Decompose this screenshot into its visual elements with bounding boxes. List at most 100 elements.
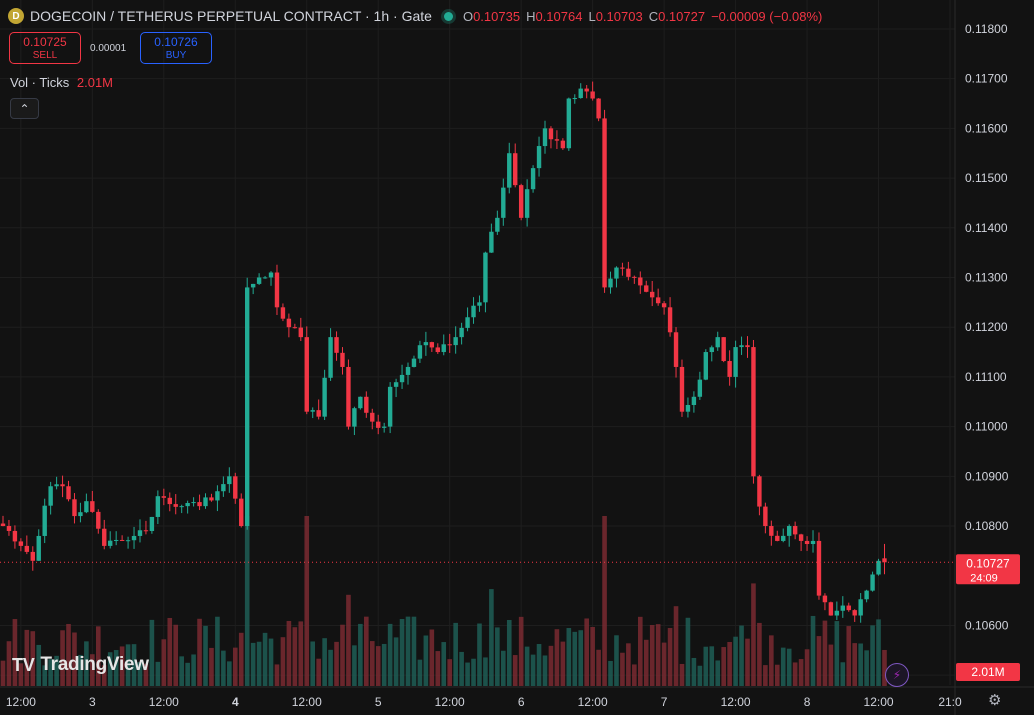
candle-body: [322, 377, 327, 417]
volume-bar: [316, 658, 321, 686]
gear-icon[interactable]: ⚙: [988, 692, 1002, 709]
candle-body: [209, 497, 214, 501]
ohlc-high: H0.10764: [526, 8, 583, 24]
symbol-title[interactable]: DOGECOIN / TETHERUS PERPETUAL CONTRACT ·…: [30, 8, 432, 24]
candle-body: [560, 140, 566, 149]
candle-body: [102, 528, 107, 546]
volume-bar: [238, 632, 244, 686]
volume-bar: [763, 665, 768, 686]
volume-bar: [524, 646, 530, 686]
candle-body: [661, 303, 667, 308]
volume-bar: [375, 646, 381, 686]
x-tick-label: 12:00: [149, 695, 179, 709]
volume-legend[interactable]: Vol · Ticks 2.01M: [10, 75, 113, 90]
volume-bar: [60, 630, 65, 686]
candle-body: [792, 526, 798, 535]
volume-bar: [739, 625, 744, 686]
candle-body: [834, 610, 840, 616]
candle-body: [346, 366, 351, 427]
candle-body: [721, 337, 726, 362]
volume-bar: [256, 641, 262, 686]
volume-bar: [95, 626, 101, 686]
volume-bar: [542, 655, 548, 686]
volume-bar: [298, 621, 304, 686]
candle-body: [12, 530, 18, 542]
x-tick-label: 5: [375, 695, 382, 709]
candle-body: [602, 118, 607, 288]
volume-bar: [769, 635, 774, 686]
candle-body: [775, 535, 780, 541]
candle-body: [507, 153, 512, 188]
ohlc-close: C0.10727: [648, 8, 706, 24]
candle-body: [697, 379, 703, 397]
buy-button[interactable]: 0.10726 BUY: [140, 32, 212, 64]
volume-bar: [310, 641, 316, 686]
volume-bar: [322, 638, 327, 686]
candle-body: [810, 540, 816, 545]
lightning-icon[interactable]: ⚡: [885, 663, 909, 687]
candle-body: [125, 540, 131, 542]
candle-body: [495, 217, 500, 232]
candle-body: [233, 476, 238, 499]
candle-body: [536, 146, 542, 169]
candle-body: [6, 526, 12, 531]
volume-bar: [387, 623, 393, 686]
volume-bar: [42, 665, 47, 686]
candle-body: [733, 347, 738, 377]
volume-bar: [78, 654, 83, 686]
sell-button[interactable]: 0.10725 SELL: [9, 32, 81, 64]
volume-bar: [649, 625, 655, 686]
volume-bar: [578, 630, 584, 686]
candle-body: [852, 610, 857, 616]
candle-body: [667, 307, 673, 333]
candle-body: [715, 337, 720, 348]
volume-bar: [489, 589, 494, 686]
candle-body: [274, 272, 280, 308]
candle-body: [477, 302, 482, 306]
tradingview-logo[interactable]: TV TradingView: [12, 654, 149, 676]
volume-bar: [804, 649, 810, 686]
candle-body: [387, 386, 393, 427]
volume-bar: [554, 629, 560, 686]
countdown-label: 24:09: [970, 572, 998, 584]
volume-bar: [566, 628, 572, 686]
candle-body: [423, 342, 429, 346]
volume-bar: [757, 622, 762, 686]
volume-bar: [530, 654, 536, 686]
candle-body: [566, 98, 572, 149]
candle-body: [417, 345, 423, 359]
candle-body: [441, 344, 446, 353]
volume-bar: [453, 622, 458, 686]
volume-bar: [572, 631, 578, 686]
volume-bar: [423, 635, 429, 686]
sell-label: SELL: [32, 50, 58, 61]
volume-legend-label: Vol · Ticks: [10, 75, 70, 90]
collapse-legend-button[interactable]: ⌃: [10, 98, 39, 119]
candle-body: [203, 497, 208, 507]
volume-bar: [101, 665, 107, 686]
candle-body: [179, 506, 184, 508]
market-open-dot-icon: [443, 11, 453, 21]
y-tick-label: 0.11500: [965, 171, 1008, 185]
candle-body: [84, 501, 89, 513]
chevron-up-icon: ⌃: [19, 101, 30, 116]
volume-bar: [191, 654, 196, 686]
candle-body: [358, 396, 363, 409]
x-tick-label: 21:0: [938, 695, 962, 709]
candle-body: [846, 605, 851, 611]
candle-body: [620, 267, 625, 269]
volume-bar: [828, 644, 834, 686]
candle-body: [679, 366, 685, 412]
candle-body: [596, 98, 601, 119]
candle-body: [840, 605, 845, 611]
volume-bar: [852, 643, 858, 686]
candle-body: [42, 505, 47, 536]
candle-body: [197, 502, 202, 507]
candle-body: [155, 496, 161, 517]
volume-bar: [221, 650, 226, 686]
volume-bar: [447, 659, 452, 686]
candle-body: [131, 535, 137, 541]
volume-bar: [840, 662, 846, 686]
